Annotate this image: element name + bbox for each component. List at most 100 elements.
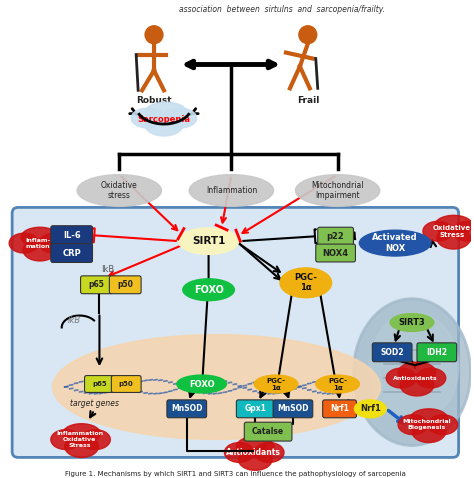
Text: Frail: Frail <box>297 96 319 105</box>
Ellipse shape <box>238 448 272 470</box>
Text: FOXO: FOXO <box>189 380 214 389</box>
Ellipse shape <box>369 313 459 422</box>
FancyBboxPatch shape <box>81 276 112 293</box>
Ellipse shape <box>131 108 165 128</box>
Text: Activated
NOX: Activated NOX <box>372 233 418 253</box>
FancyBboxPatch shape <box>109 276 141 293</box>
FancyBboxPatch shape <box>318 227 354 245</box>
FancyBboxPatch shape <box>316 244 356 262</box>
Text: p50: p50 <box>119 381 134 387</box>
Ellipse shape <box>163 108 197 128</box>
Ellipse shape <box>398 415 428 435</box>
Text: p65: p65 <box>92 381 107 387</box>
FancyBboxPatch shape <box>111 376 141 392</box>
Ellipse shape <box>437 227 471 249</box>
Text: Oxidative
stress: Oxidative stress <box>101 181 137 200</box>
FancyBboxPatch shape <box>244 422 292 441</box>
Text: Sarcopenia: Sarcopenia <box>137 115 191 124</box>
Text: p65: p65 <box>89 280 104 289</box>
Text: IkB: IkB <box>68 316 81 325</box>
Text: Inflammation
Oxidative
Stress: Inflammation Oxidative Stress <box>56 431 103 448</box>
Text: SIRT3: SIRT3 <box>399 318 425 327</box>
Text: CRP: CRP <box>62 249 81 258</box>
Text: FOXO: FOXO <box>194 285 224 295</box>
Ellipse shape <box>398 362 436 382</box>
Ellipse shape <box>355 400 386 418</box>
Text: NOX4: NOX4 <box>322 249 349 258</box>
FancyBboxPatch shape <box>84 376 114 392</box>
Ellipse shape <box>77 174 162 206</box>
Ellipse shape <box>145 114 183 136</box>
Text: Mitochondrial
Impairment: Mitochondrial Impairment <box>311 181 364 200</box>
Text: Inflammation: Inflammation <box>206 186 257 195</box>
Text: SIRT1: SIRT1 <box>192 236 225 246</box>
FancyBboxPatch shape <box>372 343 412 362</box>
FancyBboxPatch shape <box>167 400 207 418</box>
Ellipse shape <box>63 424 100 444</box>
Ellipse shape <box>295 174 380 206</box>
Ellipse shape <box>354 299 471 445</box>
Ellipse shape <box>145 102 187 122</box>
Ellipse shape <box>39 233 69 253</box>
FancyBboxPatch shape <box>273 400 313 418</box>
Ellipse shape <box>410 409 448 429</box>
Ellipse shape <box>254 443 284 462</box>
Circle shape <box>145 26 163 43</box>
Ellipse shape <box>179 228 238 254</box>
Text: Inflam-
mation: Inflam- mation <box>25 238 50 249</box>
Ellipse shape <box>23 239 57 261</box>
Text: SOD2: SOD2 <box>381 348 404 357</box>
Ellipse shape <box>428 415 458 435</box>
Text: IL-6: IL-6 <box>63 231 81 239</box>
Ellipse shape <box>423 221 453 241</box>
Text: association  between  sirtulns  and  sarcopenia/frailty.: association between sirtulns and sarcope… <box>179 5 385 14</box>
Text: MnSOD: MnSOD <box>277 404 309 413</box>
Text: Catalse: Catalse <box>252 427 284 436</box>
FancyBboxPatch shape <box>51 244 92 262</box>
Ellipse shape <box>65 435 99 457</box>
Ellipse shape <box>254 375 298 393</box>
Ellipse shape <box>81 430 110 449</box>
Circle shape <box>299 26 317 43</box>
Text: Mitochondrial
Biogenesis: Mitochondrial Biogenesis <box>402 419 451 430</box>
FancyBboxPatch shape <box>12 207 459 457</box>
Text: MnSOD: MnSOD <box>171 404 202 413</box>
Ellipse shape <box>412 421 446 443</box>
Ellipse shape <box>453 221 474 241</box>
Text: Robust: Robust <box>136 96 172 105</box>
Text: Nrf1: Nrf1 <box>330 404 349 413</box>
Ellipse shape <box>416 368 446 388</box>
Ellipse shape <box>225 443 254 462</box>
Ellipse shape <box>316 375 359 393</box>
Ellipse shape <box>21 227 59 247</box>
Ellipse shape <box>280 268 332 298</box>
Ellipse shape <box>386 368 416 388</box>
Text: PGC-
1α: PGC- 1α <box>266 378 285 391</box>
Text: Antioxidants: Antioxidants <box>226 448 281 457</box>
Text: PGC-
1α: PGC- 1α <box>328 378 347 391</box>
Text: Oxidative
Stress: Oxidative Stress <box>433 225 471 238</box>
Ellipse shape <box>390 314 434 331</box>
Text: p22: p22 <box>327 232 345 240</box>
FancyBboxPatch shape <box>323 400 356 418</box>
Text: IDH2: IDH2 <box>426 348 447 357</box>
Ellipse shape <box>183 279 234 301</box>
Text: Figure 1. Mechanisms by which SIRT1 and SIRT3 can influence the pathophysiology : Figure 1. Mechanisms by which SIRT1 and … <box>65 471 406 478</box>
Ellipse shape <box>237 436 274 456</box>
Ellipse shape <box>177 375 227 393</box>
Text: target genes: target genes <box>70 399 119 408</box>
Text: PGC-
1α: PGC- 1α <box>294 273 317 293</box>
Text: IkB: IkB <box>101 265 114 274</box>
Ellipse shape <box>359 230 431 256</box>
Ellipse shape <box>51 430 81 449</box>
Ellipse shape <box>189 174 273 206</box>
Text: p50: p50 <box>117 280 133 289</box>
Text: Antioxidants: Antioxidants <box>392 376 438 380</box>
Ellipse shape <box>400 374 434 396</box>
FancyBboxPatch shape <box>417 343 456 362</box>
Text: Nrf1: Nrf1 <box>360 404 381 413</box>
Ellipse shape <box>435 215 473 235</box>
FancyBboxPatch shape <box>237 400 274 418</box>
Text: Gpx1: Gpx1 <box>244 404 266 413</box>
Ellipse shape <box>9 233 39 253</box>
